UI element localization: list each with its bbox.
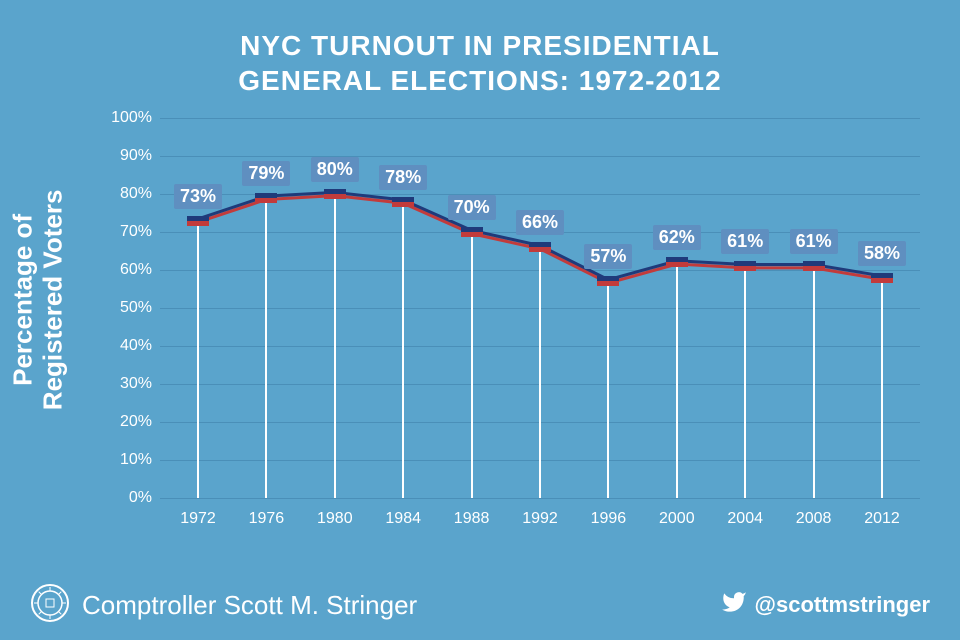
data-marker <box>529 242 551 252</box>
y-tick-label: 30% <box>120 375 160 393</box>
y-tick-label: 90% <box>120 147 160 165</box>
drop-line <box>334 194 336 498</box>
twitter-icon <box>721 589 747 621</box>
x-tick-label: 1988 <box>454 498 490 528</box>
x-tick-label: 2012 <box>864 498 900 528</box>
value-label: 58% <box>858 241 906 266</box>
gridline <box>160 156 920 157</box>
x-tick-label: 2008 <box>796 498 832 528</box>
x-tick-label: 2004 <box>727 498 763 528</box>
x-tick-label: 1980 <box>317 498 353 528</box>
nyc-comptroller-seal-icon <box>30 583 70 628</box>
gridline <box>160 118 920 119</box>
y-tick-label: 50% <box>120 299 160 317</box>
value-label: 73% <box>174 184 222 209</box>
footer-twitter: @scottmstringer <box>721 589 930 621</box>
data-marker <box>324 189 346 199</box>
value-label: 62% <box>653 225 701 250</box>
drop-line <box>197 221 199 498</box>
data-marker <box>734 261 756 271</box>
value-label: 61% <box>790 229 838 254</box>
x-tick-label: 1972 <box>180 498 216 528</box>
y-tick-label: 20% <box>120 413 160 431</box>
twitter-handle: @scottmstringer <box>755 592 930 618</box>
data-marker <box>597 276 619 286</box>
drop-line <box>813 266 815 498</box>
x-tick-label: 1992 <box>522 498 558 528</box>
data-marker <box>803 261 825 271</box>
data-marker <box>187 216 209 226</box>
footer-name: Comptroller Scott M. Stringer <box>82 590 721 621</box>
title-line-2: GENERAL ELECTIONS: 1972-2012 <box>0 63 960 98</box>
y-tick-label: 60% <box>120 261 160 279</box>
value-label: 57% <box>584 244 632 269</box>
drop-line <box>607 281 609 498</box>
drop-line <box>539 247 541 498</box>
y-tick-label: 80% <box>120 185 160 203</box>
drop-line <box>744 266 746 498</box>
chart-plot-area: 0%10%20%30%40%50%60%70%80%90%100%1972197… <box>160 118 920 498</box>
y-tick-label: 100% <box>111 109 160 127</box>
y-axis-label: Percentage of Registered Voters <box>18 160 58 440</box>
chart-title: NYC TURNOUT IN PRESIDENTIAL GENERAL ELEC… <box>0 28 960 98</box>
ylabel-line-2: Registered Voters <box>38 190 68 411</box>
data-marker <box>461 227 483 237</box>
y-tick-label: 0% <box>129 489 160 507</box>
value-label: 80% <box>311 157 359 182</box>
title-line-1: NYC TURNOUT IN PRESIDENTIAL <box>0 28 960 63</box>
x-tick-label: 2000 <box>659 498 695 528</box>
drop-line <box>265 198 267 498</box>
y-tick-label: 10% <box>120 451 160 469</box>
drop-line <box>402 202 404 498</box>
value-label: 66% <box>516 210 564 235</box>
data-marker <box>871 273 893 283</box>
value-label: 70% <box>448 195 496 220</box>
data-marker <box>392 197 414 207</box>
data-marker <box>666 257 688 267</box>
drop-line <box>881 278 883 498</box>
x-tick-label: 1976 <box>249 498 285 528</box>
y-tick-label: 40% <box>120 337 160 355</box>
footer: Comptroller Scott M. Stringer @scottmstr… <box>0 570 960 640</box>
value-label: 79% <box>242 161 290 186</box>
x-tick-label: 1996 <box>591 498 627 528</box>
value-label: 78% <box>379 165 427 190</box>
x-tick-label: 1984 <box>385 498 421 528</box>
data-marker <box>255 193 277 203</box>
ylabel-line-1: Percentage of <box>8 190 38 411</box>
drop-line <box>676 262 678 498</box>
value-label: 61% <box>721 229 769 254</box>
drop-line <box>471 232 473 498</box>
y-tick-label: 70% <box>120 223 160 241</box>
